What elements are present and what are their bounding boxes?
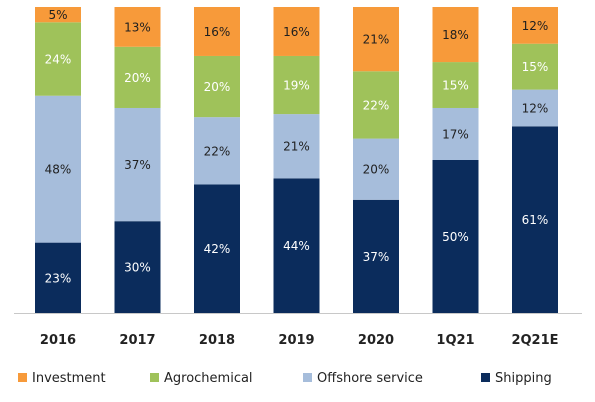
data-label-offshore-service-2016: 48% xyxy=(45,163,72,177)
x-tick-label-2019: 2019 xyxy=(278,333,314,348)
data-label-investment-2019: 16% xyxy=(283,25,310,39)
legend-label-shipping: Shipping xyxy=(495,371,552,386)
bar-segment-agrochemical-2q21e xyxy=(512,43,558,90)
bar-segment-offshore-service-2020 xyxy=(353,138,399,200)
data-label-shipping-2q21e: 61% xyxy=(522,213,549,227)
x-tick-label-1q21: 1Q21 xyxy=(436,333,474,348)
x-tick-label-2017: 2017 xyxy=(119,333,155,348)
bar-segment-agrochemical-2018 xyxy=(194,55,240,118)
bar-segment-investment-2016 xyxy=(35,7,81,23)
data-label-offshore-service-2020: 20% xyxy=(363,163,390,177)
data-label-agrochemical-2018: 20% xyxy=(204,80,231,94)
data-label-agrochemical-1q21: 15% xyxy=(442,79,469,93)
bar-segment-agrochemical-2019 xyxy=(273,55,320,115)
bar-segment-investment-1q21 xyxy=(432,7,479,63)
data-label-offshore-service-2018: 22% xyxy=(204,144,231,158)
data-label-shipping-2017: 30% xyxy=(124,261,151,275)
data-label-investment-2020: 21% xyxy=(363,33,390,47)
bar-segment-offshore-service-2017 xyxy=(114,107,161,222)
bar-segment-investment-2018 xyxy=(194,7,240,56)
legend-label-investment: Investment xyxy=(32,371,106,386)
x-tick-label-2016: 2016 xyxy=(40,333,76,348)
legend: Investment Agrochemical Offshore service Sh… xyxy=(18,371,552,386)
bar-segment-shipping-2q21e xyxy=(512,126,558,313)
data-label-investment-2018: 16% xyxy=(204,25,231,39)
bar-segment-investment-2020 xyxy=(353,7,399,72)
data-label-agrochemical-2016: 24% xyxy=(45,53,72,67)
legend-swatch-investment xyxy=(18,373,27,382)
data-label-offshore-service-2017: 37% xyxy=(124,158,151,172)
bar-segment-investment-2017 xyxy=(114,7,161,47)
x-axis: 2016 2017 2018 2019 2020 1Q21 2Q21E xyxy=(14,313,582,348)
data-label-shipping-2016: 23% xyxy=(45,271,72,285)
bar-segment-investment-2q21e xyxy=(512,7,558,44)
data-label-offshore-service-2019: 21% xyxy=(283,140,310,154)
bar-segment-agrochemical-2020 xyxy=(353,71,399,139)
bar-segment-shipping-2018 xyxy=(194,184,240,313)
bar-segment-offshore-service-2016 xyxy=(35,95,81,243)
data-label-agrochemical-2017: 20% xyxy=(124,71,151,85)
bars-layer: 23% 48% 24% 5% 30% 37% 20% 13% 42% 22% 20% 16% 44% 21… xyxy=(35,7,558,313)
bar-segment-agrochemical-2016 xyxy=(35,22,81,96)
data-label-shipping-1q21: 50% xyxy=(442,230,469,244)
legend-label-offshore-service: Offshore service xyxy=(317,371,423,386)
bar-segment-shipping-2017 xyxy=(114,221,161,313)
data-label-offshore-service-1q21: 17% xyxy=(442,127,469,141)
bar-segment-shipping-1q21 xyxy=(432,160,479,313)
bar-segment-shipping-2016 xyxy=(35,242,81,313)
data-label-shipping-2019: 44% xyxy=(283,239,310,253)
bar-segment-offshore-service-1q21 xyxy=(432,107,479,160)
data-label-investment-2016: 5% xyxy=(48,8,67,22)
data-label-agrochemical-2019: 19% xyxy=(283,79,310,93)
legend-label-agrochemical: Agrochemical xyxy=(164,371,253,386)
data-label-investment-1q21: 18% xyxy=(442,28,469,42)
bar-segment-agrochemical-2017 xyxy=(114,46,161,108)
bar-segment-agrochemical-1q21 xyxy=(432,62,479,108)
data-label-shipping-2020: 37% xyxy=(363,250,390,264)
data-label-investment-2017: 13% xyxy=(124,20,151,34)
bar-segment-offshore-service-2019 xyxy=(273,114,320,179)
bar-segment-shipping-2019 xyxy=(273,178,320,313)
x-tick-label-2q21e: 2Q21E xyxy=(511,333,558,348)
x-tick-label-2020: 2020 xyxy=(358,333,394,348)
data-label-agrochemical-2020: 22% xyxy=(363,98,390,112)
x-tick-label-2018: 2018 xyxy=(199,333,235,348)
legend-swatch-agrochemical xyxy=(150,373,159,382)
legend-swatch-offshore-service xyxy=(303,373,312,382)
bar-segment-offshore-service-2018 xyxy=(194,117,240,185)
data-label-shipping-2018: 42% xyxy=(204,242,231,256)
legend-swatch-shipping xyxy=(481,373,490,382)
bar-segment-shipping-2020 xyxy=(353,199,399,313)
data-label-offshore-service-2q21e: 12% xyxy=(522,101,549,115)
bar-segment-offshore-service-2q21e xyxy=(512,89,558,127)
data-label-agrochemical-2q21e: 15% xyxy=(522,60,549,74)
bar-segment-investment-2019 xyxy=(273,7,320,56)
data-label-investment-2q21e: 12% xyxy=(522,19,549,33)
